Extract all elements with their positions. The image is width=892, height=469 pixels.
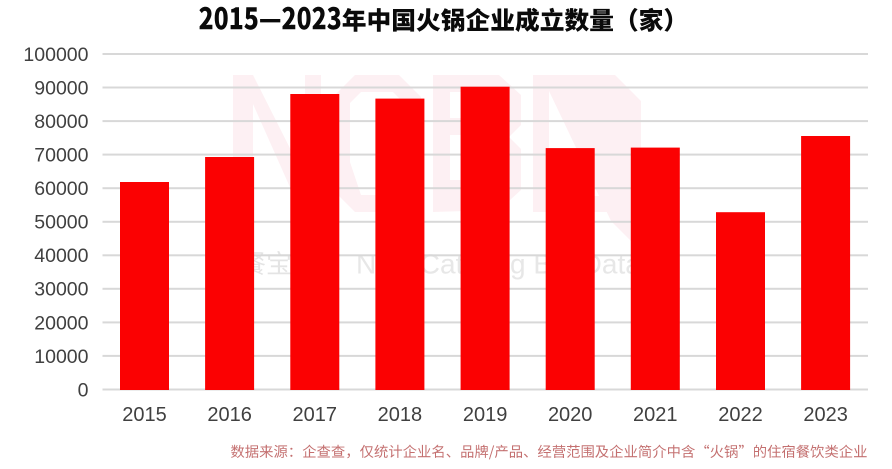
- svg-text:100000: 100000: [23, 44, 88, 66]
- svg-text:90000: 90000: [34, 78, 88, 100]
- svg-text:2020: 2020: [548, 404, 593, 426]
- svg-text:2022: 2022: [718, 404, 763, 426]
- svg-text:2019: 2019: [463, 404, 508, 426]
- svg-text:80000: 80000: [34, 111, 88, 133]
- svg-text:0: 0: [78, 379, 89, 401]
- svg-text:70000: 70000: [34, 145, 88, 167]
- svg-text:2018: 2018: [378, 404, 423, 426]
- svg-text:60000: 60000: [34, 178, 88, 200]
- svg-text:50000: 50000: [34, 212, 88, 234]
- svg-text:2015: 2015: [122, 404, 167, 426]
- svg-text:10000: 10000: [34, 346, 88, 368]
- svg-text:20000: 20000: [34, 312, 88, 334]
- svg-text:2017: 2017: [293, 404, 338, 426]
- svg-text:2021: 2021: [633, 404, 678, 426]
- svg-text:40000: 40000: [34, 245, 88, 267]
- svg-text:30000: 30000: [34, 279, 88, 301]
- svg-text:2023: 2023: [803, 404, 848, 426]
- svg-text:2016: 2016: [207, 404, 252, 426]
